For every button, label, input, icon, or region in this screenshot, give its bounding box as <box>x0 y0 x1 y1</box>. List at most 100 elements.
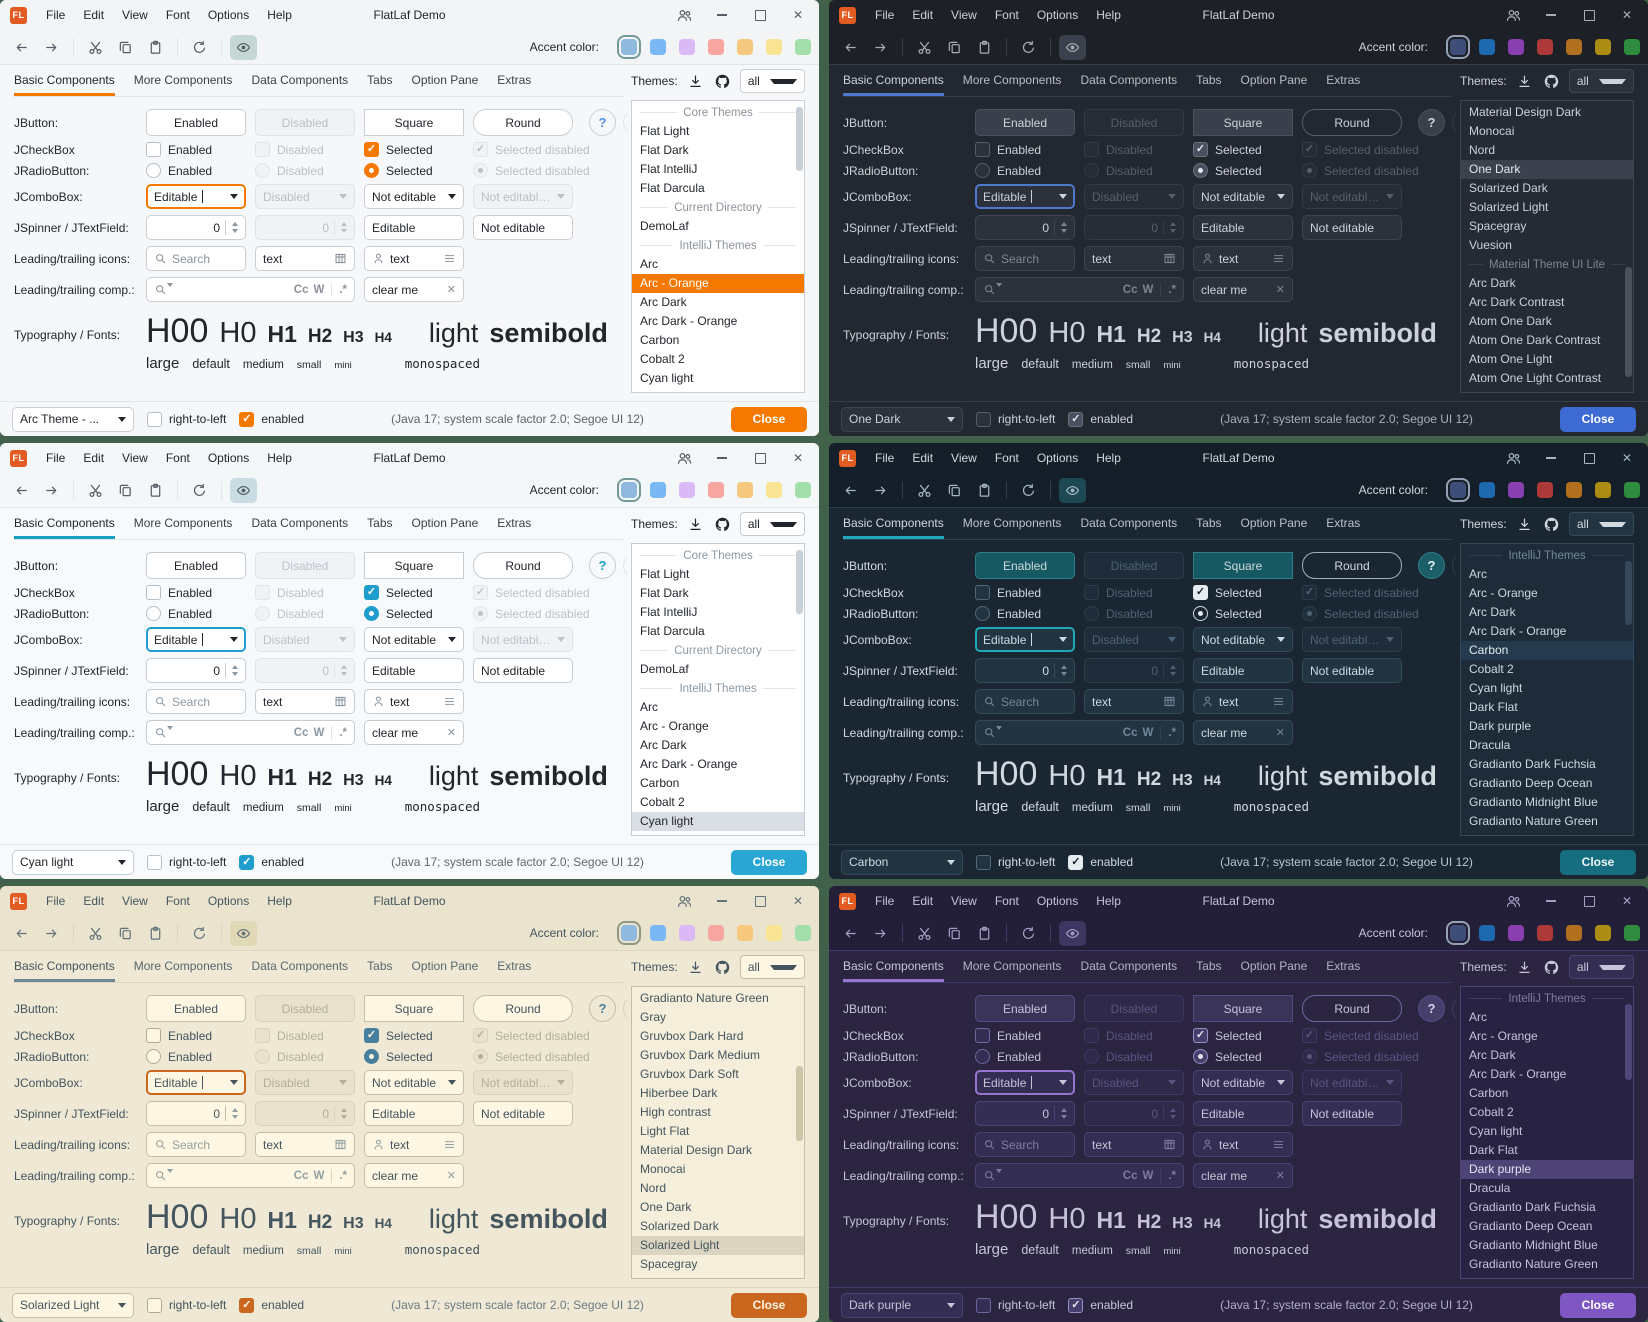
cut-button[interactable] <box>82 478 109 503</box>
spinner-1[interactable]: 0 <box>146 658 246 683</box>
checkbox-seldis[interactable]: ✓ Selected disabled <box>473 142 590 157</box>
theme-list-item[interactable]: Vuesion <box>1469 238 1512 252</box>
theme-list-item[interactable]: Arc Dark <box>1469 276 1516 290</box>
themes-list[interactable]: Gradianto Nature Green Gray Gruvbox Dark H… <box>631 986 805 1279</box>
theme-list-item[interactable]: Arc Dark Contrast <box>1469 295 1565 309</box>
accent-swatch-4[interactable] <box>708 925 724 941</box>
button-round[interactable]: Round <box>1302 995 1402 1022</box>
spinner-buttons[interactable] <box>334 220 347 235</box>
accent-swatch-1[interactable] <box>1450 925 1466 941</box>
checkbox-seldis[interactable]: ✓ Selected disabled <box>473 585 590 600</box>
spinner-buttons[interactable] <box>1054 663 1067 678</box>
calendar-field[interactable]: text <box>255 689 355 714</box>
combobox-2[interactable]: Disabled <box>255 184 355 209</box>
minimize-button[interactable] <box>1540 4 1562 26</box>
theme-list-item[interactable]: Gruvbox Dark Soft <box>640 1067 739 1081</box>
github-button[interactable] <box>713 957 731 977</box>
menu-edit[interactable]: Edit <box>83 894 105 908</box>
textfield-2[interactable]: Not editable <box>1302 658 1402 683</box>
theme-list-item[interactable]: Cyan light <box>1469 1124 1523 1138</box>
tab-extras[interactable]: Extras <box>1326 959 1361 973</box>
accent-swatch-4[interactable] <box>708 482 724 498</box>
theme-list-item[interactable]: Arc Dark <box>640 295 687 309</box>
clear-field[interactable]: clear me ✕ <box>1193 720 1293 745</box>
checkbox-[interactable]: Enabled <box>146 142 212 157</box>
minimize-button[interactable] <box>1540 890 1562 912</box>
button-disabled[interactable]: Disabled <box>255 552 355 579</box>
user-field[interactable]: text <box>1193 246 1293 271</box>
github-button[interactable] <box>1542 957 1560 977</box>
radio-seldis[interactable]: Selected disabled <box>1302 606 1419 621</box>
eye-toggle-button[interactable] <box>1059 477 1086 503</box>
accent-swatch-6[interactable] <box>766 925 782 941</box>
theme-list-item[interactable]: Hiberbee Dark <box>640 1086 718 1100</box>
search-dropdown-icon[interactable] <box>154 726 173 739</box>
menu-edit[interactable]: Edit <box>912 894 934 908</box>
github-button[interactable] <box>1542 514 1560 534</box>
menu-view[interactable]: View <box>951 8 977 22</box>
tab-option-pane[interactable]: Option Pane <box>411 73 479 87</box>
tab-data-components[interactable]: Data Components <box>1080 959 1178 973</box>
search-field[interactable]: Search <box>975 689 1075 714</box>
accent-swatch-2[interactable] <box>1479 482 1495 498</box>
clear-field[interactable]: clear me ✕ <box>364 1163 464 1188</box>
button-disabled[interactable]: Disabled <box>255 995 355 1022</box>
whole-words-icon[interactable]: W <box>313 726 325 739</box>
textfield-1[interactable]: Editable <box>364 215 464 240</box>
theme-list-item[interactable]: Gradianto Nature Green <box>1469 1257 1598 1271</box>
right-to-left-checkbox[interactable]: right-to-left <box>976 854 1055 870</box>
tab-more-components[interactable]: More Components <box>962 516 1062 530</box>
laf-combobox[interactable]: One Dark <box>841 406 963 432</box>
theme-list-item[interactable]: Monocai <box>1469 124 1515 138</box>
scrollbar-thumb[interactable] <box>1625 266 1632 378</box>
accent-swatch-7[interactable] <box>1624 925 1640 941</box>
cut-button[interactable] <box>911 35 938 60</box>
theme-filter-combobox[interactable]: all <box>739 955 805 979</box>
combobox-3[interactable]: Not editable <box>364 627 464 652</box>
theme-list-item[interactable]: Cobalt 2 <box>640 795 685 809</box>
menu-file[interactable]: File <box>875 451 895 465</box>
menu-view[interactable]: View <box>951 894 977 908</box>
menu-file[interactable]: File <box>875 8 895 22</box>
search-field[interactable]: Search <box>146 1132 246 1157</box>
user-field[interactable]: text <box>364 1132 464 1157</box>
forward-button[interactable] <box>38 478 65 503</box>
clear-field[interactable]: clear me ✕ <box>1193 277 1293 302</box>
search-field[interactable]: Search <box>975 246 1075 271</box>
theme-list-item[interactable]: Cyan light <box>1469 681 1523 695</box>
textfield-1[interactable]: Editable <box>1193 215 1293 240</box>
accent-swatch-2[interactable] <box>1479 925 1495 941</box>
paste-button[interactable] <box>971 921 998 946</box>
theme-filter-combobox[interactable]: all <box>1568 512 1634 536</box>
button-square[interactable]: Square <box>1193 109 1293 136</box>
eye-toggle-button[interactable] <box>1059 920 1086 946</box>
minimize-button[interactable] <box>711 447 733 469</box>
regex-icon[interactable]: .* <box>339 283 347 296</box>
theme-list-item[interactable]: Nord <box>1469 143 1496 157</box>
close-window-button[interactable]: ✕ <box>1616 447 1638 469</box>
maximize-button[interactable] <box>1578 447 1600 469</box>
accent-swatch-2[interactable] <box>650 39 666 55</box>
github-button[interactable] <box>713 71 731 91</box>
forward-button[interactable] <box>867 35 894 60</box>
theme-list-item[interactable]: Gradianto Deep Ocean <box>1469 1219 1593 1233</box>
clear-field[interactable]: clear me ✕ <box>364 277 464 302</box>
close-window-button[interactable]: ✕ <box>1616 890 1638 912</box>
theme-filter-combobox[interactable]: all <box>1568 955 1634 979</box>
calendar-field[interactable]: text <box>1084 246 1184 271</box>
textfield-2[interactable]: Not editable <box>473 658 573 683</box>
checkbox-[interactable]: Enabled <box>975 1028 1041 1043</box>
button-round[interactable]: Round <box>473 995 573 1022</box>
tab-tabs[interactable]: Tabs <box>367 959 393 973</box>
checkbox-sel[interactable]: ✓ Selected <box>364 1028 433 1043</box>
combobox-1[interactable]: Editable <box>146 184 246 209</box>
cut-button[interactable] <box>911 478 938 503</box>
accent-swatch-4[interactable] <box>1537 39 1553 55</box>
match-case-icon[interactable]: Cc <box>293 283 309 296</box>
theme-list-item[interactable]: Gradianto Midnight Blue <box>1469 795 1598 809</box>
accent-swatch-1[interactable] <box>1450 39 1466 55</box>
calendar-field[interactable]: text <box>1084 1132 1184 1157</box>
theme-list-item[interactable]: Arc Dark <box>640 738 687 752</box>
users-button[interactable] <box>1502 447 1524 469</box>
theme-list-item[interactable]: Atom One Light <box>1469 352 1553 366</box>
